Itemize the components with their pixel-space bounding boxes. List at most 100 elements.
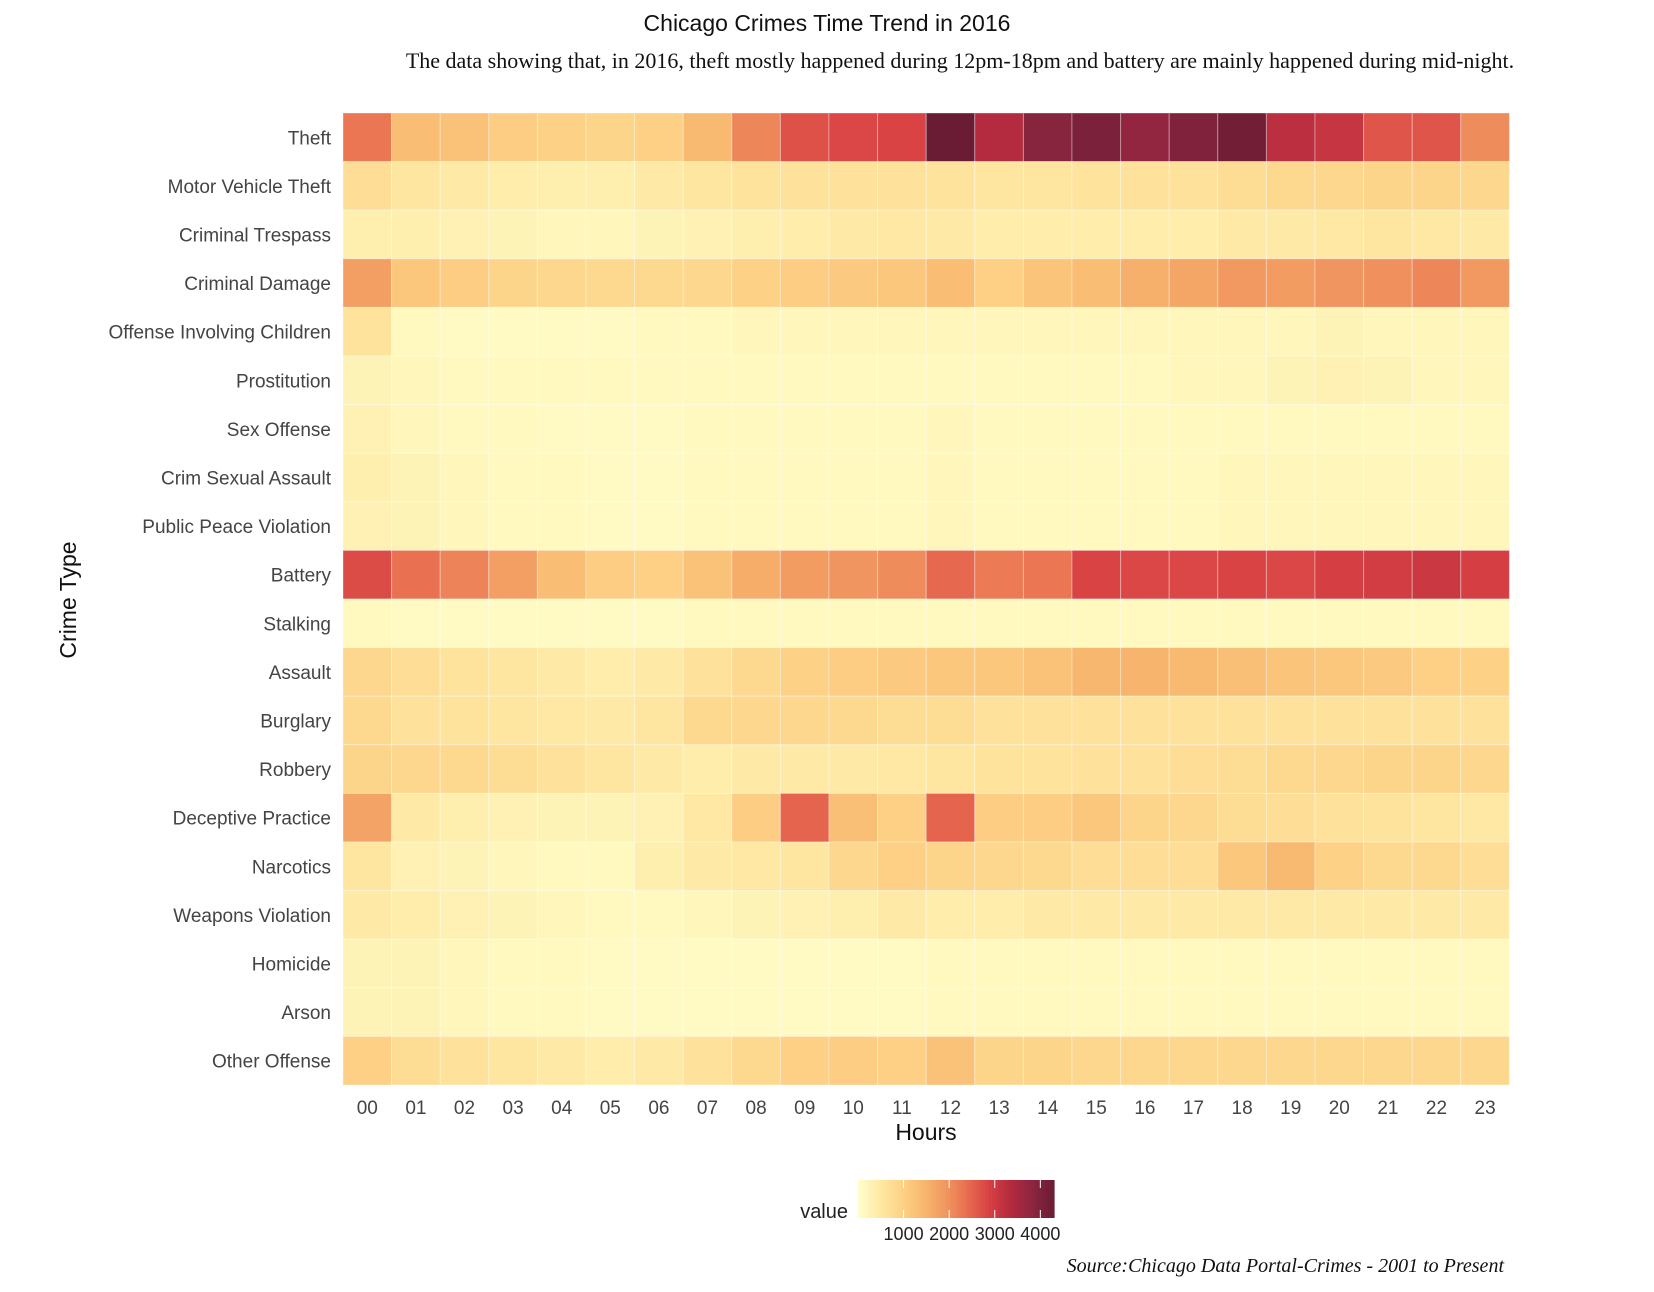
x-tick-label: 16 — [1134, 1098, 1155, 1119]
heatmap-cell — [974, 598, 1024, 649]
heatmap-cell — [1411, 306, 1462, 357]
heatmap-cell — [634, 404, 684, 454]
heatmap-cell — [877, 695, 927, 746]
heatmap-cell — [634, 938, 684, 989]
heatmap-cell — [1265, 112, 1316, 163]
heatmap-cell — [1022, 647, 1073, 697]
heatmap-cell — [877, 841, 927, 892]
heatmap-cell — [1217, 938, 1267, 989]
heatmap-cell — [536, 744, 587, 794]
heatmap-cell — [1314, 598, 1365, 649]
heatmap-cell — [1217, 258, 1267, 308]
heatmap-cell — [1411, 549, 1462, 600]
heatmap-cell — [1460, 695, 1510, 746]
heatmap-cell — [1022, 938, 1073, 989]
legend-color-step — [1034, 1180, 1039, 1218]
y-tick-label: Stalking — [263, 614, 331, 635]
legend-color-step — [965, 1180, 970, 1218]
heatmap-cell — [391, 890, 441, 940]
heatmap-cell — [731, 112, 781, 163]
heatmap-cell — [731, 647, 781, 697]
heatmap-cell — [634, 841, 684, 892]
heatmap-cell — [1120, 647, 1170, 697]
heatmap-cell — [828, 306, 879, 357]
heatmap-cell — [1120, 549, 1170, 600]
heatmap-cell — [1411, 404, 1462, 454]
heatmap-cell — [925, 501, 976, 551]
heatmap-cell — [1120, 501, 1170, 551]
heatmap-cell — [1022, 744, 1073, 794]
heatmap-cell — [1071, 452, 1122, 503]
color-legend: value 1000 2000 3000 4000 — [800, 1180, 1060, 1244]
heatmap-cell — [342, 501, 393, 551]
heatmap-cell — [1120, 355, 1170, 406]
heatmap-cell — [682, 695, 733, 746]
heatmap-cell — [1022, 355, 1073, 406]
heatmap-cell — [731, 1035, 781, 1086]
heatmap-cell — [1314, 258, 1365, 308]
heatmap-cell — [488, 598, 538, 649]
heatmap-cell — [1363, 161, 1413, 211]
heatmap-cell — [779, 598, 830, 649]
x-tick-label: 04 — [551, 1098, 573, 1119]
x-tick-label: 21 — [1377, 1098, 1398, 1119]
heatmap-cell — [1071, 890, 1122, 940]
heatmap-cell — [925, 112, 976, 163]
heatmap-cell — [536, 161, 587, 211]
heatmap-cell — [1071, 1035, 1122, 1086]
heatmap-cell — [682, 501, 733, 551]
heatmap-cell — [439, 598, 490, 649]
heatmap-cell — [1265, 404, 1316, 454]
heatmap-cell — [536, 404, 587, 454]
heatmap-cell — [342, 452, 393, 503]
heatmap-cell — [779, 792, 830, 843]
heatmap-cell — [682, 841, 733, 892]
heatmap-cell — [682, 112, 733, 163]
legend-color-step — [1050, 1180, 1055, 1218]
heatmap-cell — [1460, 112, 1510, 163]
heatmap-cell — [585, 501, 636, 551]
heatmap-cell — [1265, 161, 1316, 211]
heatmap-cell — [1071, 501, 1122, 551]
legend-color-step — [907, 1180, 911, 1218]
heatmap-cell — [536, 647, 587, 697]
heatmap-cell — [1363, 598, 1413, 649]
heatmap-cell — [1071, 306, 1122, 357]
heatmap-cell — [974, 209, 1024, 260]
heatmap-cell — [1460, 306, 1510, 357]
x-tick-label: 09 — [794, 1098, 815, 1119]
legend-color-step — [877, 1180, 882, 1218]
heatmap-cell — [634, 549, 684, 600]
heatmap-cell — [585, 647, 636, 697]
legend-color-step — [982, 1180, 986, 1218]
heatmap-cell — [1314, 987, 1365, 1037]
heatmap-cell — [585, 112, 636, 163]
legend-color-step — [956, 1180, 960, 1218]
heatmap-cell — [585, 404, 636, 454]
legend-tick-label: 3000 — [975, 1224, 1015, 1244]
heatmap-cell — [391, 549, 441, 600]
legend-color-step — [1018, 1180, 1022, 1218]
heatmap-cell — [1363, 695, 1413, 746]
y-tick-label: Prostitution — [236, 371, 331, 392]
heatmap-cell — [1071, 744, 1122, 794]
heatmap-cell — [1217, 1035, 1267, 1086]
heatmap-cell — [1460, 355, 1510, 406]
heatmap-cell — [1120, 258, 1170, 308]
x-tick-label: 08 — [746, 1098, 767, 1119]
heatmap-cell — [1460, 258, 1510, 308]
y-tick-label: Public Peace Violation — [142, 517, 331, 538]
heatmap-cell — [1363, 987, 1413, 1037]
legend-color-step — [916, 1180, 921, 1218]
heatmap-cell — [1411, 258, 1462, 308]
heatmap-cell — [1314, 1035, 1365, 1086]
heatmap-cell — [974, 695, 1024, 746]
heatmap-cell — [439, 744, 490, 794]
heatmap-cell — [634, 647, 684, 697]
heatmap-cell — [342, 355, 393, 406]
legend-color-step — [988, 1180, 993, 1218]
x-tick-label: 05 — [600, 1098, 621, 1119]
heatmap-cell — [682, 1035, 733, 1086]
heatmap-cell — [342, 841, 393, 892]
heatmap-cell — [585, 306, 636, 357]
